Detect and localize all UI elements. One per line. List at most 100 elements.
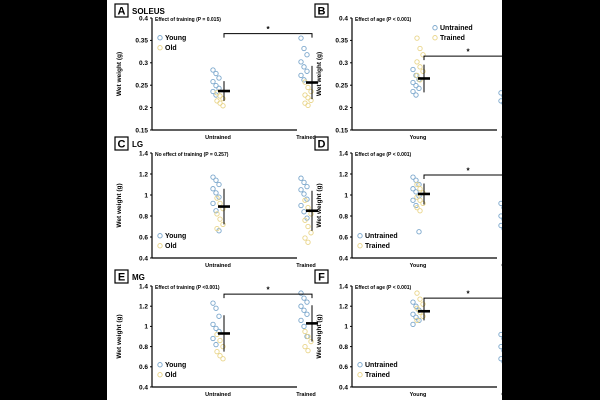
legend-label: Trained: [365, 243, 390, 250]
data-point-young: [301, 179, 307, 186]
y-tick-label: 0.6: [339, 234, 348, 241]
data-point-old: [302, 217, 308, 223]
legend-marker: [357, 243, 363, 249]
y-tick-label: 1.2: [139, 171, 148, 178]
data-point-young: [301, 45, 307, 52]
data-point-young: [301, 323, 307, 330]
data-point-young: [210, 300, 216, 306]
data-point-old: [220, 221, 226, 228]
data-point-old: [308, 338, 314, 345]
data-point-trained: [420, 68, 426, 74]
y-tick-label: 1.4: [339, 150, 348, 157]
data-point-untrained: [413, 189, 419, 195]
data-point-old: [220, 343, 226, 350]
panel-letter: D: [318, 139, 326, 151]
data-point-trained: [414, 59, 420, 65]
legend-marker: [357, 233, 363, 239]
stat-annotation: Effect of age (P < 0.001): [355, 17, 412, 23]
data-point-untrained: [498, 90, 502, 96]
data-point-young: [301, 295, 307, 301]
data-point-old: [305, 84, 311, 91]
y-tick-label: 0.2: [339, 105, 348, 112]
category-label: Old: [501, 263, 502, 269]
data-point-untrained: [498, 356, 502, 362]
significance-star: *: [466, 167, 470, 176]
category-label: Young: [410, 135, 427, 141]
data-point-trained: [420, 52, 426, 58]
data-point-untrained: [416, 229, 422, 235]
y-tick-label: 1.4: [339, 283, 348, 290]
data-point-old: [214, 348, 220, 355]
panel-d: D Effect of age (P < 0.001) 0.4 0.6 0.8 1 1.2 1…: [314, 136, 502, 269]
significance-star: *: [466, 290, 470, 299]
panel-letter-box: [314, 136, 329, 151]
data-point-young: [210, 335, 216, 342]
stat-annotation: Effect of training (P <0.001): [155, 285, 220, 291]
data-point-young: [298, 187, 304, 193]
data-point-young: [210, 78, 216, 85]
muscle-label: MG: [132, 273, 145, 282]
data-point-trained: [417, 64, 423, 70]
legend-label: Young: [165, 362, 186, 369]
panel-letter: E: [118, 272, 125, 284]
data-point-old: [217, 337, 223, 344]
category-label: Trained: [296, 135, 316, 141]
data-point-young: [301, 307, 307, 313]
data-point-old: [214, 195, 220, 201]
category-label: Trained: [296, 263, 316, 269]
data-point-untrained: [410, 321, 416, 328]
panel-letter: F: [318, 272, 325, 284]
data-point-old: [217, 93, 223, 99]
data-point-untrained: [410, 197, 416, 203]
y-tick-label: 0.8: [139, 344, 148, 351]
y-tick-label: 0.3: [339, 60, 348, 67]
stat-annotation: Effect of age (P < 0.001): [355, 285, 412, 291]
data-point-old: [305, 347, 311, 354]
data-point-untrained: [413, 82, 419, 89]
significance-bracket: [423, 55, 502, 61]
y-tick-label: 0.6: [139, 234, 148, 241]
legend-marker: [357, 372, 363, 378]
data-point-untrained: [416, 317, 422, 323]
data-point-trained: [414, 305, 420, 311]
y-tick-label: 1.4: [139, 283, 148, 290]
data-point-old: [305, 102, 311, 109]
data-point-trained: [414, 204, 420, 211]
data-point-young: [304, 68, 310, 74]
data-point-young: [304, 311, 310, 317]
y-tick-label: 0.4: [139, 384, 148, 391]
legend-label: Untrained: [365, 233, 398, 240]
data-point-young: [216, 75, 222, 81]
legend-marker: [157, 233, 163, 239]
data-point-trained: [414, 194, 420, 200]
y-axis-label: Wet weight (g): [116, 52, 123, 96]
data-point-untrained: [410, 311, 416, 317]
data-point-young: [301, 191, 307, 197]
y-tick-label: 1: [344, 324, 348, 331]
data-point-old: [217, 353, 223, 359]
panel-letter-box: [314, 269, 329, 284]
y-tick-label: 0.8: [339, 344, 348, 351]
data-point-untrained: [410, 88, 416, 95]
data-point-young: [298, 175, 304, 181]
panel-b: B Effect of age (P < 0.001) 0.15 0.2 0.25 0.3…: [314, 3, 502, 141]
legend-marker: [157, 45, 163, 51]
data-point-old: [308, 230, 314, 236]
data-point-young: [213, 177, 219, 183]
data-point-untrained: [410, 174, 416, 180]
data-point-untrained: [498, 200, 502, 207]
category-label: Young: [410, 392, 427, 398]
data-point-young: [210, 67, 216, 73]
y-tick-label: 1.4: [139, 150, 148, 157]
significance-bracket: [223, 33, 313, 38]
data-point-old: [217, 100, 223, 106]
data-point-old: [305, 333, 311, 340]
y-tick-label: 0.8: [139, 213, 148, 220]
category-label: Trained: [296, 392, 316, 398]
data-point-untrained: [413, 177, 419, 183]
y-axis-label: Wet weight (g): [316, 52, 323, 96]
significance-bracket: [423, 297, 502, 303]
data-point-old: [308, 88, 314, 95]
data-point-trained: [420, 313, 426, 319]
